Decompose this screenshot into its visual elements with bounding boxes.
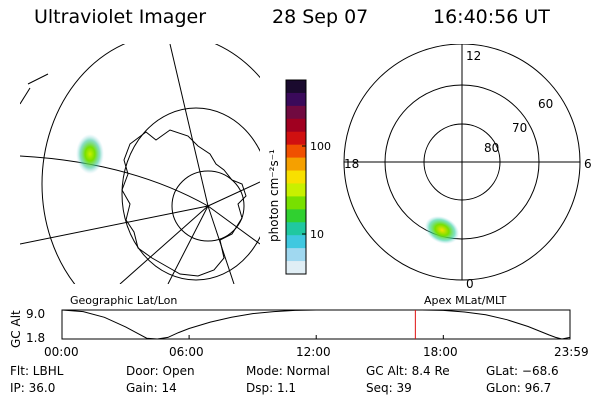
colorbar-tick-100: 100 (310, 140, 331, 153)
xtick-0600: 06:00 (169, 345, 204, 359)
colorbar-stripe (286, 183, 306, 197)
colorbar-stripe (286, 222, 306, 236)
xtick-0000: 00:00 (44, 345, 79, 359)
ytick-1.8: 1.8 (26, 331, 45, 345)
colorbar-stripe (286, 170, 306, 184)
xtick-1800: 18:00 (423, 345, 458, 359)
glat-info: GLat: −68.6 (486, 364, 559, 378)
mlat-label-60: 60 (538, 97, 553, 111)
colorbar-stripe (286, 80, 306, 94)
seq-info: Seq: 39 (366, 381, 412, 395)
colorbar-stripe (286, 157, 306, 172)
magnetic-polar-plot: 12 18 6 0 60 70 80 (343, 44, 592, 291)
mlt-label-0: 0 (466, 277, 474, 291)
mlat-label-80: 80 (484, 141, 499, 155)
colorbar-tick-10: 10 (310, 228, 324, 241)
mlat-label-70: 70 (512, 121, 527, 135)
colorbar-stripe (286, 105, 306, 120)
mlt-label-6: 6 (584, 157, 592, 171)
dsp-info: Dsp: 1.1 (246, 381, 297, 395)
colorbar-stripe (286, 209, 306, 223)
door-info: Door: Open (126, 364, 195, 378)
altitude-series-line (61, 309, 571, 340)
lat-circle (171, 170, 245, 242)
mlt-label-12: 12 (466, 49, 481, 63)
antarctica-outline (121, 129, 247, 277)
gain-info: Gain: 14 (126, 381, 177, 395)
time-label: 16:40:56 UT (433, 6, 550, 28)
colorbar-stripe (286, 235, 306, 249)
timeline-ylabel: GC Alt (9, 310, 23, 348)
colorbar-stripe (286, 261, 306, 275)
geographic-map (20, 44, 260, 284)
mlt-label-18: 18 (344, 157, 359, 171)
colorbar-stripe (286, 118, 306, 133)
aurora-emission-left (76, 134, 104, 174)
colorbar: 100 10 photon cm⁻²s⁻¹ (267, 79, 331, 275)
colorbar-stripe (286, 196, 306, 210)
ytick-9: 9.0 (26, 307, 45, 321)
right-panel-label: Apex MLat/MLT (424, 294, 507, 307)
xtick-2359: 23:59 (554, 345, 589, 359)
xtick-1200: 12:00 (296, 345, 331, 359)
filter-info: Flt: LBHL (10, 364, 64, 378)
altitude-timeline-chart: GC Alt 9.0 1.8 (9, 307, 571, 348)
mode-info: Mode: Normal (246, 364, 330, 378)
instrument-title: Ultraviolet Imager (34, 6, 207, 28)
glon-info: GLon: 96.7 (486, 381, 552, 395)
left-panel-label: Geographic Lat/Lon (70, 294, 178, 307)
colorbar-stripe (286, 144, 306, 159)
colorbar-stripe (286, 131, 306, 146)
ip-info: IP: 36.0 (10, 381, 56, 395)
colorbar-stripe (286, 248, 306, 262)
colorbar-stripe (286, 92, 306, 107)
timeline-frame (61, 309, 571, 340)
colorbar-unit-label: photon cm⁻²s⁻¹ (267, 149, 281, 242)
date-label: 28 Sep 07 (272, 6, 369, 28)
aurora-emission-right (424, 215, 460, 245)
gc-alt-info: GC Alt: 8.4 Re (366, 364, 450, 378)
